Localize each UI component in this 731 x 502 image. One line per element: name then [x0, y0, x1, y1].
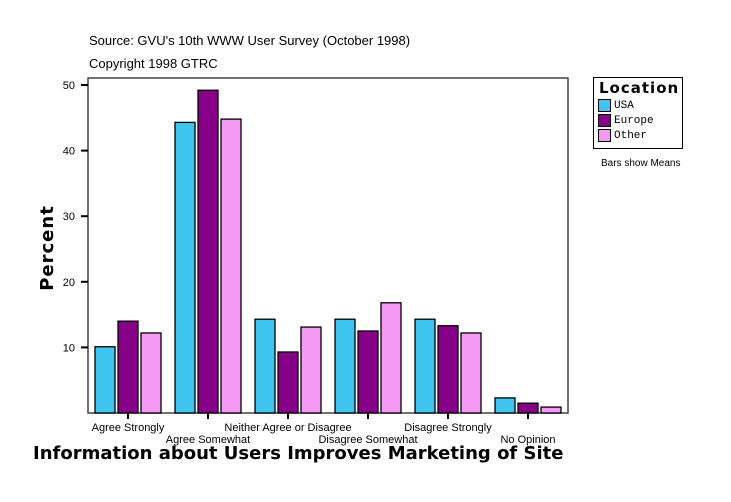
x-tick-label: No Opinion: [500, 434, 555, 446]
legend: Location USA Europe Other: [593, 77, 683, 149]
x-tick-label: Disagree Strongly: [404, 422, 492, 434]
bar-usa: [414, 318, 436, 414]
legend-label: Europe: [614, 114, 654, 127]
x-axis-title: Information about Users Improves Marketi…: [33, 443, 564, 464]
x-tick-label: Agree Somewhat: [166, 434, 250, 446]
bar-europe: [117, 320, 139, 414]
note-text: Bars show Means: [601, 158, 681, 169]
bar-usa: [94, 346, 116, 414]
x-tick-label: Neither Agree or Disagree: [224, 422, 351, 434]
bar-other: [460, 332, 482, 414]
bar-usa: [494, 397, 516, 414]
legend-title: Location: [599, 79, 680, 97]
legend-label: USA: [614, 99, 634, 112]
bar-europe: [357, 330, 379, 414]
bar-europe: [277, 351, 299, 414]
y-tick-label: 20: [63, 277, 75, 289]
bar-usa: [334, 318, 356, 414]
bar-europe: [437, 325, 459, 414]
bar-usa: [174, 121, 196, 414]
x-tick-label: Disagree Somewhat: [318, 434, 417, 446]
plot-frame: [87, 77, 569, 414]
bar-other: [380, 302, 402, 414]
legend-item-usa: USA: [598, 99, 634, 112]
y-tick-label: 30: [63, 211, 75, 223]
bar-other: [220, 118, 242, 414]
bar-europe: [197, 89, 219, 414]
legend-label: Other: [614, 129, 648, 142]
bar-europe: [517, 402, 539, 414]
legend-swatch: [598, 99, 611, 112]
bar-other: [540, 406, 562, 414]
y-tick-label: 10: [63, 342, 75, 354]
legend-swatch: [598, 114, 611, 127]
copyright-text: Copyright 1998 GTRC: [89, 56, 218, 71]
source-text: Source: GVU's 10th WWW User Survey (Octo…: [89, 33, 411, 48]
y-axis-label: Percent: [37, 205, 58, 291]
bar-other: [300, 326, 322, 414]
legend-swatch: [598, 129, 611, 142]
bar-usa: [254, 318, 276, 414]
bar-other: [140, 332, 162, 414]
legend-item-other: Other: [598, 129, 647, 142]
x-tick-label: Agree Strongly: [92, 422, 165, 434]
y-tick-label: 40: [63, 146, 75, 158]
legend-item-europe: Europe: [598, 114, 654, 127]
y-tick-label: 50: [63, 80, 75, 92]
